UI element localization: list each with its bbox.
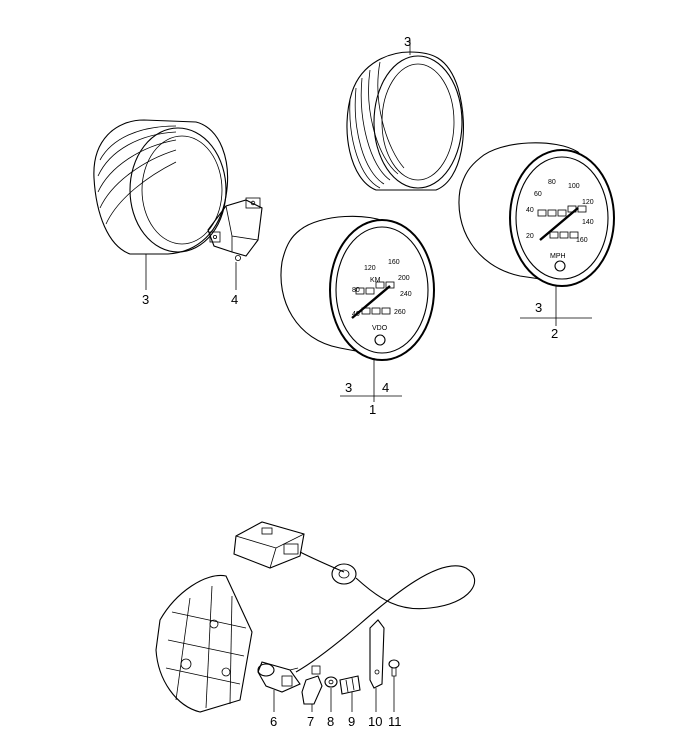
trim-ring-top (346, 40, 464, 191)
bolt-part-9 (339, 675, 361, 712)
mph-tick-120: 120 (582, 199, 594, 206)
mounting-bracket (207, 197, 263, 290)
connector-plug (233, 521, 305, 569)
callout-set1-ring: 3 (345, 380, 352, 395)
speedometer-mph: 20 40 60 80 100 120 140 160 MPH (458, 142, 615, 326)
mph-tick-20: 20 (526, 233, 534, 240)
callout-speedometer-mph: 2 (551, 326, 558, 341)
mph-tick-40: 40 (526, 207, 534, 214)
callout-trim-ring-top: 3 (404, 34, 411, 49)
callout-bracket: 4 (231, 292, 238, 307)
speed-sensor (257, 661, 301, 712)
mph-tick-140: 140 (582, 219, 594, 226)
brand-label: VDO (372, 325, 388, 332)
washer-part-8 (324, 676, 338, 712)
mph-unit-label: MPH (550, 253, 566, 260)
kmh-tick-260: 260 (394, 309, 406, 316)
callout-set2-ring: 3 (535, 300, 542, 315)
sensor-cable-top (299, 551, 345, 573)
kmh-tick-200: 200 (398, 275, 410, 282)
callout-speed-sensor: 6 (270, 714, 277, 729)
callout-speedometer-kmh: 1 (369, 402, 376, 417)
mph-tick-160: 160 (576, 237, 588, 244)
callout-washer: 8 (327, 714, 334, 729)
mph-tick-60: 60 (534, 191, 542, 198)
kmh-tick-240: 240 (400, 291, 412, 298)
kmh-unit-label: KM (370, 277, 381, 284)
cable-grommet (331, 563, 357, 585)
clip-part-7 (301, 665, 323, 712)
mph-tick-80: 80 (548, 179, 556, 186)
callout-clip: 7 (307, 714, 314, 729)
kmh-tick-80: 80 (352, 287, 360, 294)
bracket-part-10 (369, 619, 385, 712)
callout-trim-ring-left: 3 (142, 292, 149, 307)
kmh-tick-160: 160 (388, 259, 400, 266)
sensor-cable (295, 565, 476, 673)
kmh-tick-120: 120 (364, 265, 376, 272)
kmh-tick-40: 40 (352, 311, 360, 318)
speedometer-kmh: 40 80 120 160 200 240 260 KM VDO (280, 215, 435, 402)
callout-set1-bracket: 4 (382, 380, 389, 395)
trim-ring-left (93, 119, 229, 290)
callout-bracket-10: 10 (368, 714, 382, 729)
screw-part-11 (388, 659, 400, 712)
callout-bolt: 9 (348, 714, 355, 729)
gearbox-housing (155, 574, 253, 713)
mph-tick-100: 100 (568, 183, 580, 190)
callout-screw-11: 11 (388, 714, 402, 729)
